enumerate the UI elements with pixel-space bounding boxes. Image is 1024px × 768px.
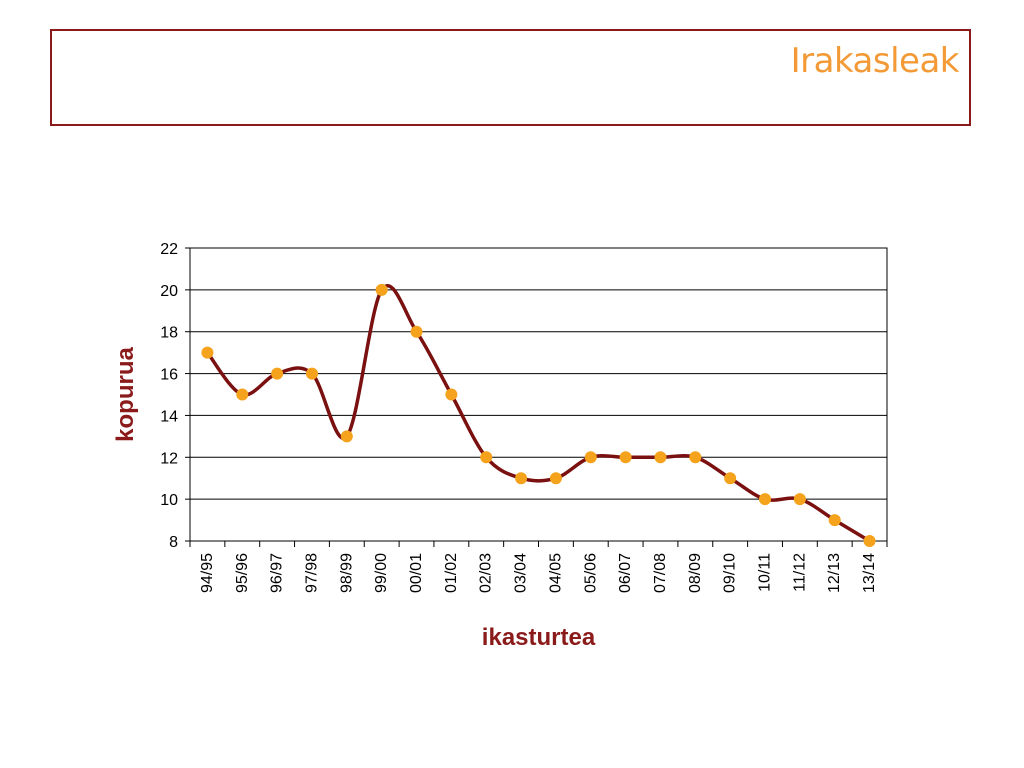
- x-tick-label: 95/96: [234, 553, 251, 593]
- x-tick-label: 07/08: [652, 553, 669, 593]
- y-tick-label: 18: [160, 325, 178, 342]
- data-point: [863, 535, 876, 547]
- data-point: [584, 451, 597, 464]
- data-point: [549, 472, 562, 485]
- x-tick-label: 99/00: [373, 553, 390, 593]
- data-point: [515, 472, 528, 485]
- y-tick-label: 12: [160, 450, 178, 467]
- data-point: [724, 472, 737, 485]
- data-point: [689, 451, 702, 464]
- data-point: [340, 430, 353, 443]
- x-tick-label: 08/09: [687, 553, 704, 593]
- x-tick-label: 05/06: [582, 553, 599, 593]
- data-point: [410, 325, 423, 338]
- data-point: [793, 493, 806, 506]
- x-tick-label: 12/13: [826, 553, 843, 593]
- plot-area: [189, 247, 888, 542]
- data-point: [305, 367, 318, 380]
- x-tick-label: 97/98: [303, 553, 320, 593]
- x-tick-label: 01/02: [443, 553, 460, 593]
- data-point: [271, 367, 284, 380]
- data-point: [445, 388, 458, 401]
- data-point: [201, 346, 214, 359]
- y-tick-label: 10: [160, 492, 178, 509]
- data-point: [236, 388, 249, 401]
- x-tick-label: 98/99: [338, 553, 355, 593]
- x-axis-title: ikasturtea: [482, 624, 596, 651]
- x-tick-label: 96/97: [269, 553, 286, 593]
- y-tick-label: 20: [160, 283, 178, 300]
- data-point: [480, 451, 493, 464]
- y-axis-title: kopurua: [112, 347, 139, 442]
- x-tick-label: 00/01: [408, 553, 425, 593]
- data-point: [654, 451, 667, 464]
- y-tick-label: 16: [160, 367, 178, 384]
- y-tick-label: 14: [160, 408, 178, 425]
- x-tick-label: 09/10: [722, 553, 739, 593]
- x-tick-label: 02/03: [478, 553, 495, 593]
- title-frame: Irakasleak: [50, 29, 971, 126]
- x-tick-label: 94/95: [199, 553, 216, 593]
- x-tick-label: 04/05: [547, 553, 564, 593]
- y-tick-label: 8: [169, 534, 178, 551]
- data-point: [375, 283, 388, 296]
- x-tick-label: 11/12: [791, 553, 808, 592]
- x-tick-label: 03/04: [513, 553, 530, 593]
- data-point: [619, 451, 632, 464]
- series-line: [206, 284, 871, 543]
- slide-title: Irakasleak: [790, 41, 960, 81]
- data-point: [828, 514, 841, 527]
- x-tick-label: 13/14: [861, 553, 878, 593]
- data-point: [759, 493, 772, 506]
- y-tick-label: 22: [160, 241, 178, 258]
- x-tick-label: 06/07: [617, 553, 634, 593]
- x-tick-label: 10/11: [757, 553, 774, 592]
